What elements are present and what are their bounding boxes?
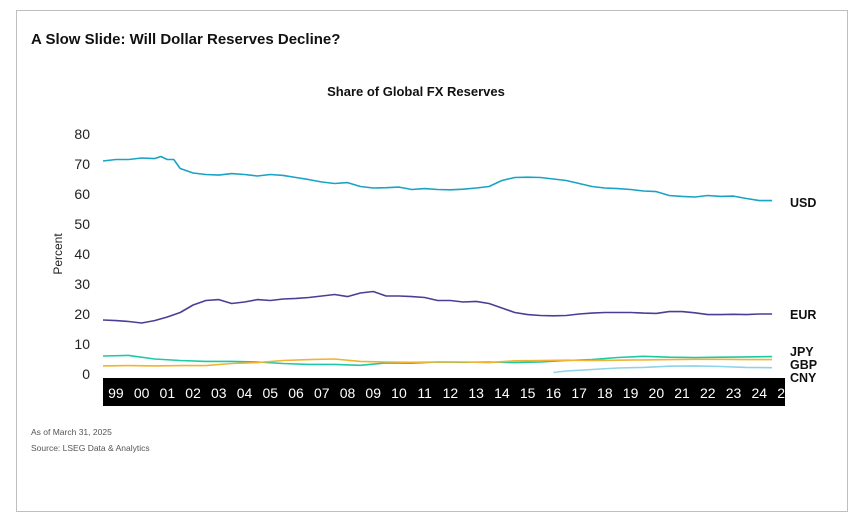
series-label-gbp: GBP [790, 358, 817, 372]
x-tick-label: 10 [391, 385, 407, 401]
x-tick-label: 22 [700, 385, 716, 401]
x-tick-label: 13 [468, 385, 484, 401]
chart-title: Share of Global FX Reserves [327, 84, 505, 99]
x-tick-label: 14 [494, 385, 510, 401]
x-tick-label: 20 [649, 385, 665, 401]
x-tick-label: 09 [365, 385, 381, 401]
x-tick-label: 24 [751, 385, 767, 401]
x-tick-label: 05 [262, 385, 278, 401]
x-tick-label: 02 [185, 385, 201, 401]
y-tick-label: 20 [74, 306, 90, 322]
source-note: Source: LSEG Data & Analytics [31, 443, 150, 453]
x-tick-label: 17 [571, 385, 587, 401]
y-axis-label: Percent [51, 233, 65, 275]
x-tick-label: 18 [597, 385, 613, 401]
x-tick-label: 25 [777, 385, 793, 401]
x-tick-label: 08 [340, 385, 356, 401]
y-tick-label: 60 [74, 186, 90, 202]
y-tick-label: 10 [74, 336, 90, 352]
y-tick-label: 80 [74, 126, 90, 142]
x-tick-label: 01 [160, 385, 176, 401]
series-line-gbp [102, 358, 773, 367]
x-tick-label: 04 [237, 385, 253, 401]
x-tick-label: 06 [288, 385, 304, 401]
x-tick-label: 23 [726, 385, 742, 401]
x-tick-label: 11 [417, 385, 432, 401]
series-label-usd: USD [790, 196, 816, 210]
x-tick-label: 16 [546, 385, 562, 401]
y-tick-label: 0 [82, 366, 90, 382]
series-line-cny [553, 365, 773, 374]
as-of-note: As of March 31, 2025 [31, 427, 112, 437]
y-tick-label: 30 [74, 276, 90, 292]
x-tick-label: 00 [134, 385, 150, 401]
x-axis-band [103, 378, 785, 406]
x-tick-label: 07 [314, 385, 330, 401]
page-title: A Slow Slide: Will Dollar Reserves Decli… [31, 31, 341, 48]
x-tick-label: 19 [623, 385, 639, 401]
y-tick-label: 50 [74, 216, 90, 232]
x-tick-label: 21 [674, 385, 690, 401]
x-tick-label: 12 [443, 385, 459, 401]
series-label-jpy: JPY [790, 345, 814, 359]
series-label-eur: EUR [790, 308, 816, 322]
series-label-cny: CNY [790, 371, 817, 385]
x-tick-label: 99 [108, 385, 124, 401]
y-tick-label: 70 [74, 156, 90, 172]
y-tick-label: 40 [74, 246, 90, 262]
series-line-eur [102, 290, 773, 324]
x-tick-label: 03 [211, 385, 227, 401]
x-tick-label: 15 [520, 385, 536, 401]
series-line-usd [102, 155, 773, 202]
chart-card [16, 10, 848, 512]
